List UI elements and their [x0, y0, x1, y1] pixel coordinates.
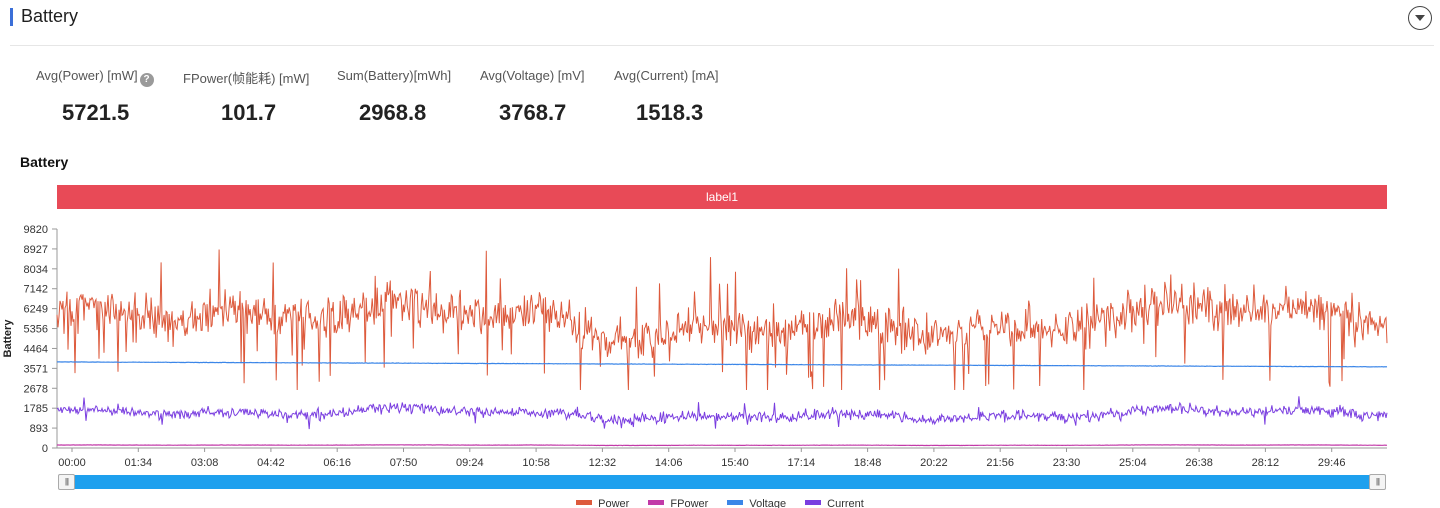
- zoom-slider-left-handle[interactable]: |||: [58, 474, 75, 490]
- legend-swatch: [648, 500, 665, 505]
- x-tick-label: 23:30: [1053, 457, 1081, 469]
- metric-avg-power-label: Avg(Power) [mW]?: [36, 68, 154, 87]
- legend-item-current[interactable]: Current: [805, 498, 864, 508]
- section-title: Battery: [21, 6, 79, 26]
- series-fpower-line: [57, 444, 1388, 447]
- x-tick-label: 21:56: [986, 457, 1014, 469]
- x-tick-label: 25:04: [1119, 457, 1147, 469]
- x-tick-label: 09:24: [456, 457, 484, 469]
- metric-avg-voltage-label: Avg(Voltage) [mV]: [480, 68, 585, 83]
- y-tick-label: 3571: [24, 363, 48, 375]
- metric-avg-current-label: Avg(Current) [mA]: [614, 68, 719, 83]
- chart-legend: Power FPower Voltage Current: [0, 498, 1440, 508]
- y-axis-title: Battery: [2, 319, 14, 358]
- help-icon[interactable]: ?: [139, 73, 154, 87]
- y-tick-label: 2678: [24, 383, 48, 395]
- x-tick-label: 01:34: [125, 457, 153, 469]
- y-tick-label: 1785: [24, 403, 48, 415]
- x-tick-label: 03:08: [191, 457, 219, 469]
- x-tick-label: 10:58: [522, 457, 550, 469]
- x-tick-label: 18:48: [854, 457, 882, 469]
- metric-sum-battery-label: Sum(Battery)[mWh]: [337, 68, 452, 83]
- metric-sum-battery-value: 2968.8: [359, 100, 427, 125]
- series-power-line: [56, 249, 1388, 391]
- x-tick-label: 26:38: [1185, 457, 1213, 469]
- x-tick-label: 14:06: [655, 457, 683, 469]
- metric-avg-voltage-value: 3768.7: [499, 100, 567, 125]
- legend-swatch: [805, 500, 822, 505]
- chart-title: Battery: [20, 154, 69, 170]
- x-axis: 00:00 01:34 03:08 04:42 06:16 07:50 09:24 10:58…: [57, 447, 1387, 469]
- series-current-line: [56, 396, 1388, 430]
- x-tick-label: 20:22: [920, 457, 948, 469]
- legend-item-power[interactable]: Power: [576, 498, 629, 508]
- label-band[interactable]: label1: [57, 185, 1387, 209]
- metric-fpower-label: FPower(帧能耗) [mW]: [183, 71, 310, 86]
- y-tick-label: 893: [30, 423, 48, 435]
- y-tick-label: 8034: [24, 264, 48, 276]
- zoom-slider-track[interactable]: [58, 475, 1386, 489]
- collapse-toggle-icon[interactable]: [1408, 6, 1432, 30]
- x-tick-label: 04:42: [257, 457, 285, 469]
- x-tick-label: 07:50: [390, 457, 418, 469]
- y-tick-label: 5356: [24, 324, 48, 336]
- series-layer: [56, 249, 1388, 447]
- x-tick-label: 06:16: [323, 457, 351, 469]
- y-tick-label: 4464: [24, 343, 48, 355]
- legend-item-voltage[interactable]: Voltage: [727, 498, 786, 508]
- x-tick-label: 00:00: [58, 457, 86, 469]
- header-divider: [10, 45, 1434, 46]
- y-tick-label: 9820: [24, 224, 48, 236]
- section-header: Battery: [0, 0, 1440, 46]
- section-accent-bar: [10, 8, 13, 26]
- y-axis: 0 893 1785 2678 3571 4464 5356 6249 7142 8034 8927…: [2, 224, 58, 455]
- metric-avg-current-value: 1518.3: [636, 100, 704, 125]
- x-tick-label: 28:12: [1252, 457, 1280, 469]
- legend-item-fpower[interactable]: FPower: [648, 498, 708, 508]
- y-tick-label: 8927: [24, 244, 48, 256]
- y-tick-label: 6249: [24, 304, 48, 316]
- metric-fpower-value: 101.7: [221, 100, 277, 125]
- legend-swatch: [576, 500, 593, 505]
- y-tick-label: 0: [42, 443, 48, 455]
- legend-swatch: [727, 500, 744, 505]
- x-tick-label: 12:32: [589, 457, 617, 469]
- series-voltage-line: [56, 361, 1388, 368]
- x-tick-label: 29:46: [1318, 457, 1346, 469]
- zoom-slider-right-handle[interactable]: |||: [1369, 474, 1386, 490]
- y-tick-label: 7142: [24, 284, 48, 296]
- x-tick-label: 15:40: [721, 457, 749, 469]
- battery-chart[interactable]: 0 893 1785 2678 3571 4464 5356 6249 7142 8034 8927…: [0, 214, 1440, 472]
- x-tick-label: 17:14: [788, 457, 816, 469]
- metric-avg-power-value: 5721.5: [62, 100, 130, 125]
